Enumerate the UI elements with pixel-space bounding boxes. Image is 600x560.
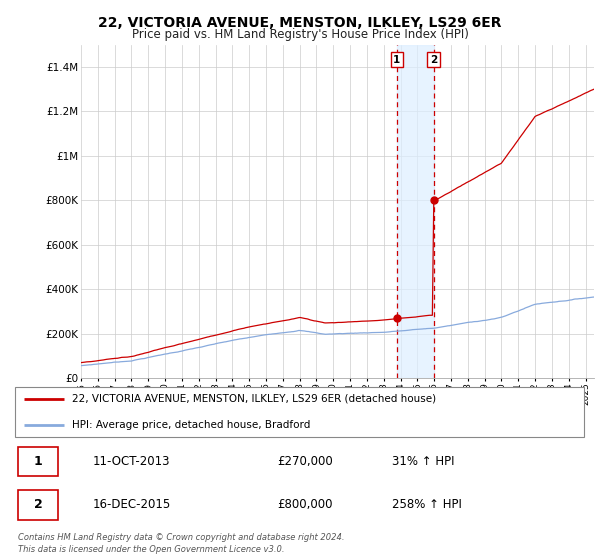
Text: 1: 1 [393, 55, 400, 65]
Text: 2: 2 [34, 498, 42, 511]
Text: Contains HM Land Registry data © Crown copyright and database right 2024.
This d: Contains HM Land Registry data © Crown c… [18, 533, 344, 554]
Text: £270,000: £270,000 [277, 455, 333, 468]
Text: 11-OCT-2013: 11-OCT-2013 [92, 455, 170, 468]
Text: 258% ↑ HPI: 258% ↑ HPI [392, 498, 462, 511]
Text: £800,000: £800,000 [277, 498, 332, 511]
Text: 22, VICTORIA AVENUE, MENSTON, ILKLEY, LS29 6ER (detached house): 22, VICTORIA AVENUE, MENSTON, ILKLEY, LS… [73, 394, 437, 404]
Text: 1: 1 [34, 455, 42, 468]
FancyBboxPatch shape [18, 447, 58, 476]
FancyBboxPatch shape [18, 490, 58, 520]
Text: 2: 2 [430, 55, 437, 65]
Text: 22, VICTORIA AVENUE, MENSTON, ILKLEY, LS29 6ER: 22, VICTORIA AVENUE, MENSTON, ILKLEY, LS… [98, 16, 502, 30]
Text: 31% ↑ HPI: 31% ↑ HPI [392, 455, 455, 468]
Bar [397, 45, 434, 378]
Text: Price paid vs. HM Land Registry's House Price Index (HPI): Price paid vs. HM Land Registry's House … [131, 28, 469, 41]
Text: 16-DEC-2015: 16-DEC-2015 [92, 498, 171, 511]
Text: HPI: Average price, detached house, Bradford: HPI: Average price, detached house, Brad… [73, 421, 311, 430]
